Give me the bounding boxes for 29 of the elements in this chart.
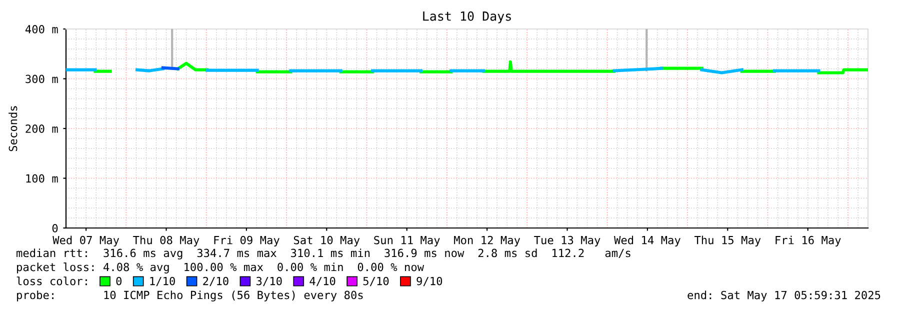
- x-tick-label: Thu 15 May: [694, 236, 761, 246]
- y-tick-label: 400 m: [25, 25, 58, 34]
- legend-label: 3/10: [256, 276, 282, 286]
- x-tick-label: Fri 16 May: [776, 236, 841, 246]
- x-tick-label: Fri 09 May: [214, 236, 280, 246]
- x-tick-label: Wed 07 May: [52, 236, 120, 246]
- x-tick-label: Mon 12 May: [454, 236, 520, 246]
- text: probe: 10 ICMP Echo Pings (56 Bytes) every 80s: [17, 290, 363, 302]
- legend-label: 1/10: [150, 276, 175, 286]
- legend-label: 5/10: [363, 276, 389, 286]
- y-tick-label: 100 m: [26, 174, 58, 183]
- x-tick-label: Sat 10 May: [294, 236, 360, 246]
- text: end: Sat May 17 05:59:31 2025: [688, 290, 880, 302]
- legend-label: 0: [116, 276, 122, 286]
- legend-label: 4/10: [310, 276, 336, 286]
- x-tick-label: Tue 13 May: [534, 236, 600, 246]
- legend-title: loss color:: [16, 276, 87, 286]
- text: median rtt: 316.6 ms avg 334.7 ms max 310.1 ms min 316.9 ms now 2.8 ms sd 112.2 am/s: [16, 248, 630, 260]
- x-tick-label: Wed 14 May: [614, 236, 680, 246]
- y-axis-title: Seconds: [8, 106, 18, 152]
- x-tick-label: Thu 08 May: [133, 236, 200, 246]
- legend-label: 9/10: [416, 276, 442, 286]
- y-tick-label: 0: [52, 224, 58, 232]
- chart-title: Last 10 Days: [423, 11, 511, 24]
- x-tick-label: Sun 11 May: [374, 236, 440, 246]
- y-tick-label: 300 m: [26, 74, 58, 84]
- text: packet loss: 4.08 % avg 100.00 % max 0.00 % min 0.00 % now: [17, 262, 424, 274]
- legend-label: 2/10: [203, 276, 228, 286]
- y-tick-label: 200 m: [26, 124, 58, 133]
